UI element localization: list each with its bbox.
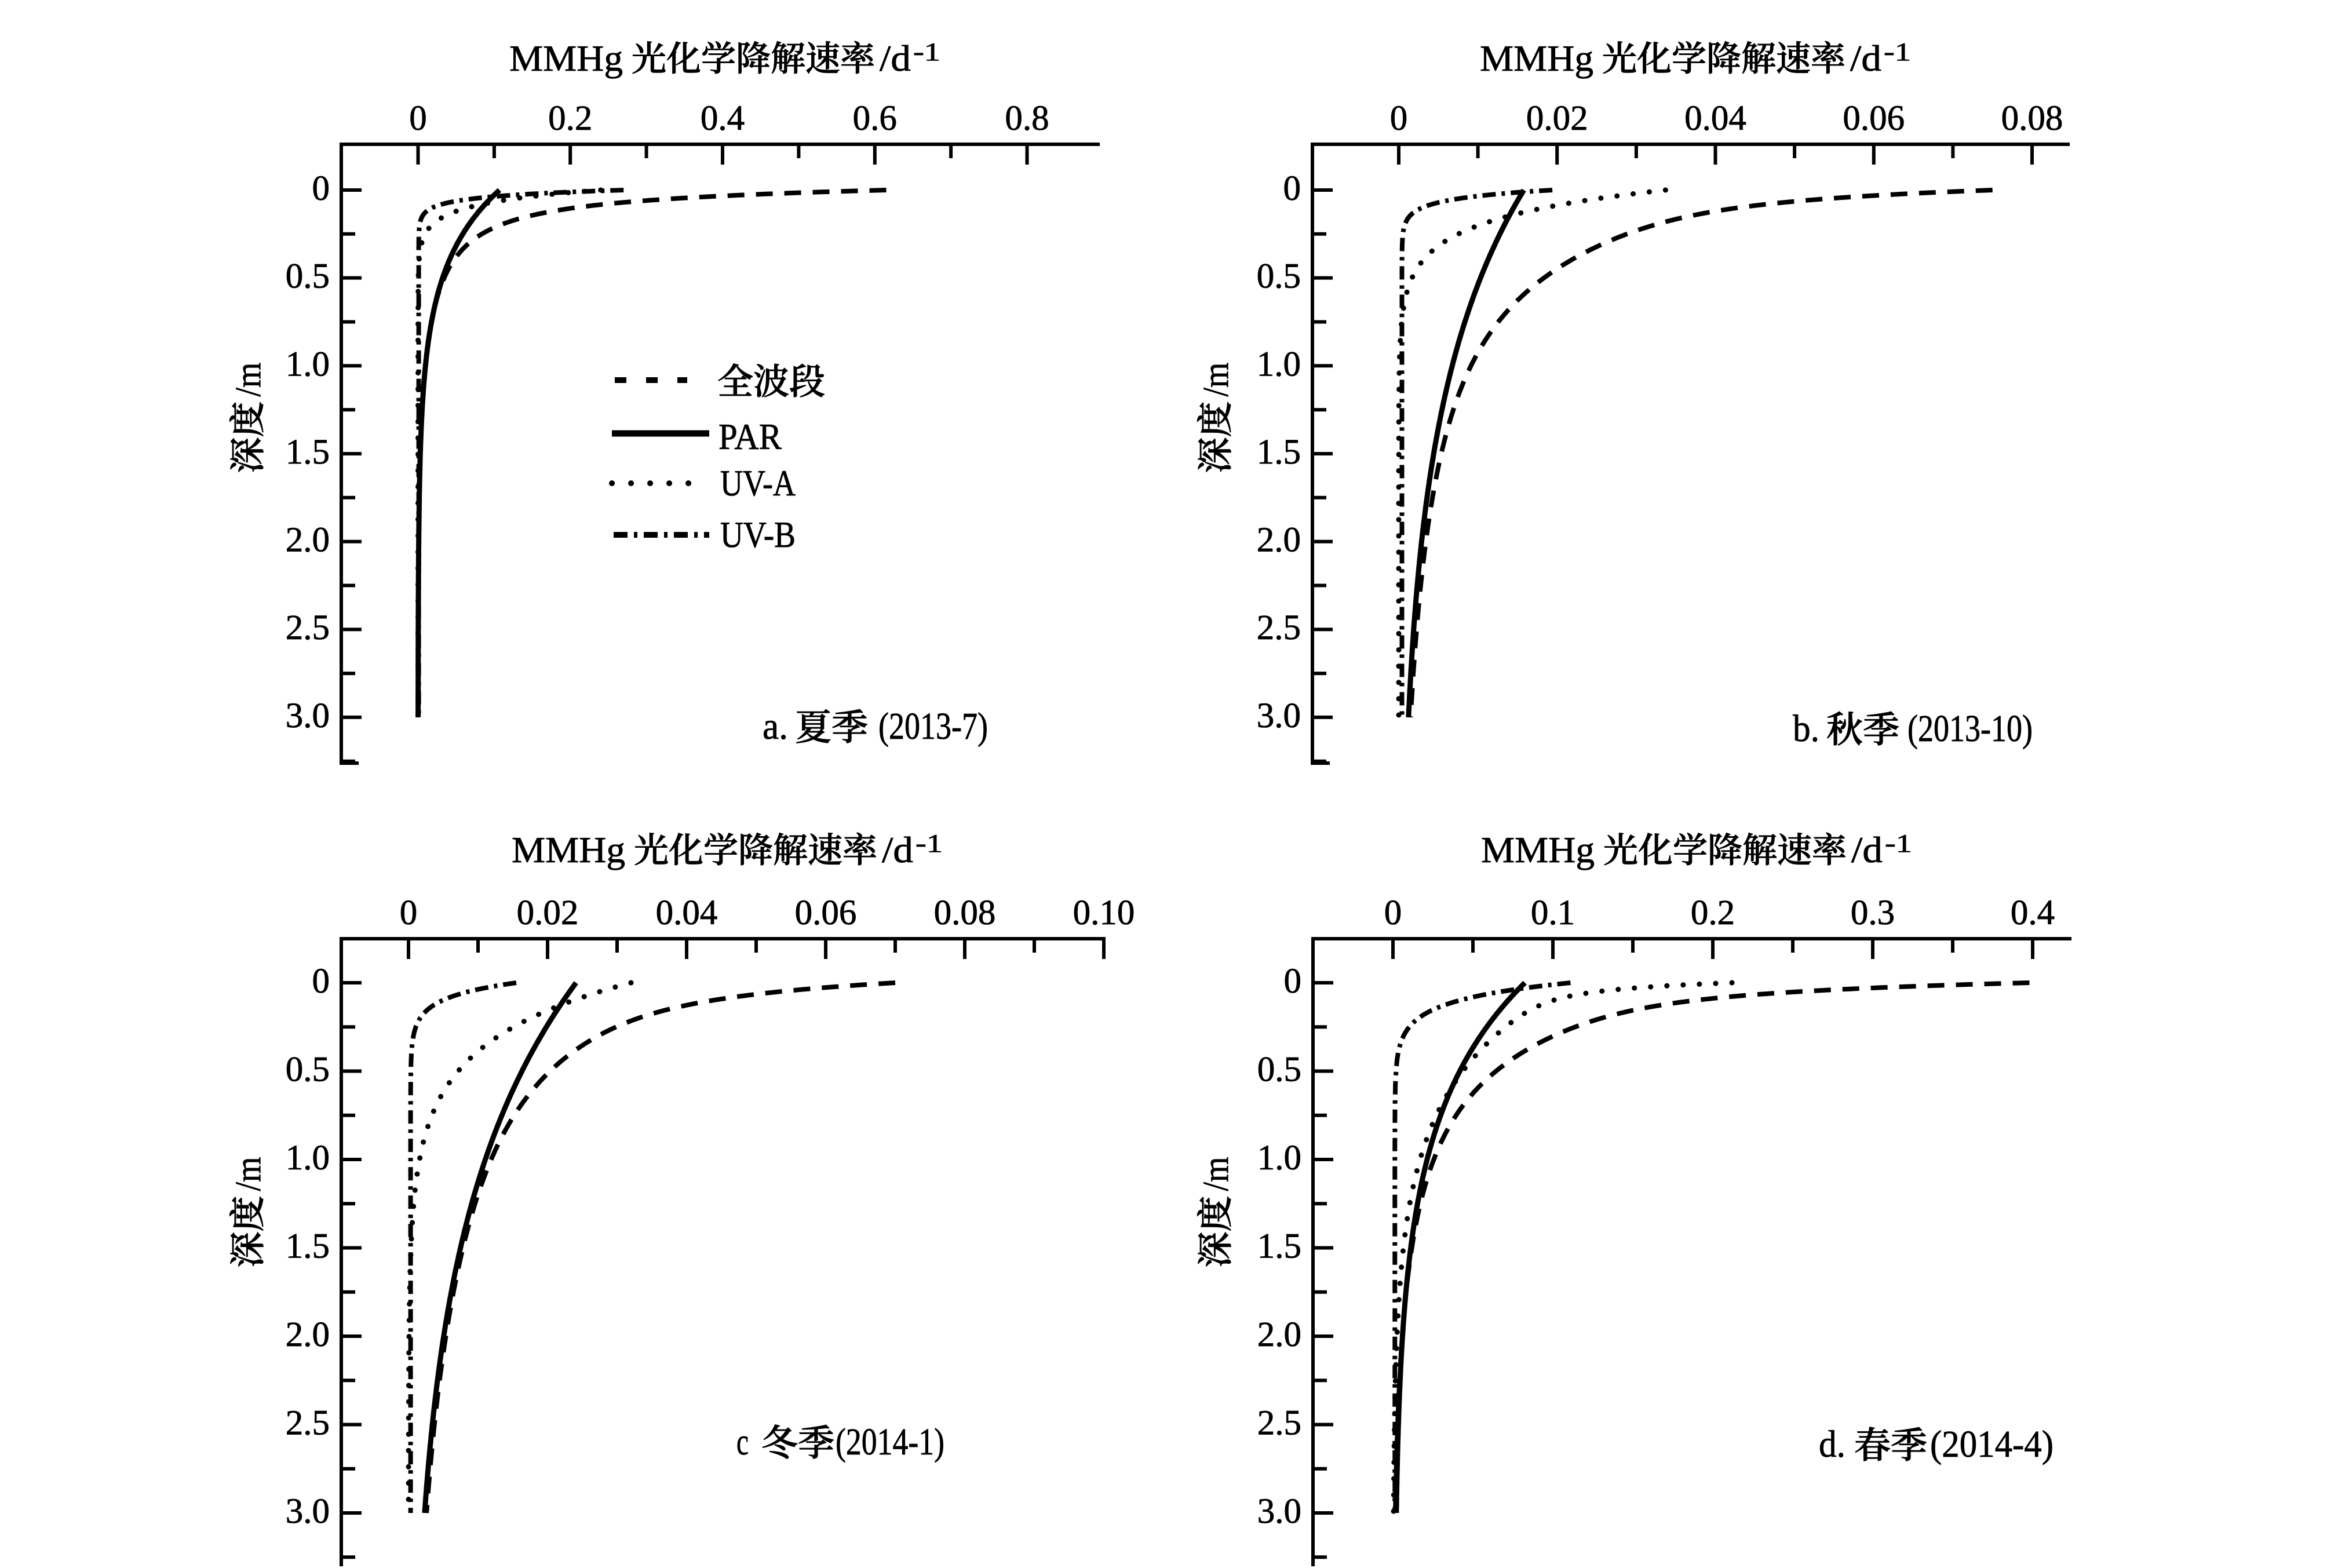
svg-text:0: 0 bbox=[1283, 169, 1301, 208]
svg-text:0.10: 0.10 bbox=[1073, 894, 1135, 932]
svg-text:d.: d. bbox=[1819, 1423, 1845, 1465]
svg-text:0.06: 0.06 bbox=[1843, 99, 1905, 138]
svg-text:/d: /d bbox=[1850, 38, 1881, 79]
svg-text:/d: /d bbox=[880, 38, 911, 79]
svg-text:0: 0 bbox=[1384, 894, 1402, 932]
svg-text:0.1: 0.1 bbox=[1531, 894, 1575, 932]
svg-text:0: 0 bbox=[312, 169, 330, 208]
svg-text:c: c bbox=[736, 1421, 749, 1463]
svg-text:0.02: 0.02 bbox=[517, 894, 579, 932]
svg-text:/d: /d bbox=[882, 829, 913, 870]
svg-text:2.5: 2.5 bbox=[286, 608, 330, 647]
svg-text:(2013-10): (2013-10) bbox=[1907, 708, 2033, 750]
svg-text:0.08: 0.08 bbox=[2001, 99, 2063, 138]
svg-text:1.5: 1.5 bbox=[286, 433, 330, 472]
svg-text:0.2: 0.2 bbox=[548, 99, 592, 138]
svg-text:0.06: 0.06 bbox=[795, 894, 857, 932]
svg-text:0.6: 0.6 bbox=[853, 99, 897, 138]
svg-text:2.5: 2.5 bbox=[1257, 1404, 1301, 1443]
svg-text:2.0: 2.0 bbox=[286, 521, 330, 560]
svg-text:1.5: 1.5 bbox=[1257, 433, 1301, 472]
svg-text:0.4: 0.4 bbox=[701, 99, 745, 138]
svg-text:0: 0 bbox=[400, 894, 418, 932]
svg-text:0.04: 0.04 bbox=[656, 894, 718, 932]
svg-text:/m: /m bbox=[1197, 363, 1236, 397]
svg-text:(2014-1): (2014-1) bbox=[836, 1421, 944, 1463]
svg-text:2.0: 2.0 bbox=[286, 1315, 330, 1354]
svg-text:0.3: 0.3 bbox=[1851, 894, 1895, 932]
svg-text:3.0: 3.0 bbox=[1257, 697, 1301, 735]
svg-text:-1: -1 bbox=[1885, 829, 1912, 858]
svg-text:MMHg: MMHg bbox=[512, 829, 625, 870]
svg-text:3.0: 3.0 bbox=[286, 1492, 330, 1531]
svg-text:0: 0 bbox=[1284, 962, 1302, 1001]
svg-text:b.: b. bbox=[1793, 708, 1819, 750]
svg-text:/m: /m bbox=[229, 363, 268, 397]
svg-text:0.8: 0.8 bbox=[1005, 99, 1049, 138]
svg-text:2.5: 2.5 bbox=[1257, 608, 1301, 647]
svg-text:1.0: 1.0 bbox=[1257, 345, 1301, 384]
svg-text:0.2: 0.2 bbox=[1691, 894, 1735, 932]
svg-text:0: 0 bbox=[312, 962, 330, 1001]
svg-text:3.0: 3.0 bbox=[1257, 1492, 1301, 1531]
svg-text:0: 0 bbox=[409, 99, 427, 138]
svg-text:a.: a. bbox=[763, 705, 788, 747]
svg-text:/d: /d bbox=[1851, 829, 1883, 870]
svg-text:0.04: 0.04 bbox=[1684, 99, 1746, 138]
svg-text:0.08: 0.08 bbox=[934, 894, 996, 932]
svg-text:0.4: 0.4 bbox=[2011, 894, 2055, 932]
svg-text:MMHg: MMHg bbox=[509, 38, 623, 79]
svg-text:3.0: 3.0 bbox=[286, 697, 330, 735]
svg-text:/m: /m bbox=[1197, 1157, 1236, 1191]
svg-text:/m: /m bbox=[229, 1157, 268, 1191]
svg-text:1.5: 1.5 bbox=[1257, 1227, 1301, 1266]
svg-text:1.0: 1.0 bbox=[1257, 1139, 1301, 1177]
svg-text:0.5: 0.5 bbox=[286, 257, 330, 296]
svg-text:2.0: 2.0 bbox=[1257, 1315, 1301, 1354]
svg-text:UV-A: UV-A bbox=[720, 462, 796, 504]
svg-text:0.5: 0.5 bbox=[1257, 1051, 1301, 1089]
svg-text:-1: -1 bbox=[916, 829, 943, 858]
svg-text:2.0: 2.0 bbox=[1257, 521, 1301, 560]
svg-text:PAR: PAR bbox=[718, 416, 782, 457]
svg-text:0.02: 0.02 bbox=[1526, 99, 1588, 138]
svg-text:-1: -1 bbox=[1884, 38, 1911, 66]
svg-text:0: 0 bbox=[1390, 99, 1408, 138]
svg-text:(2014-4): (2014-4) bbox=[1930, 1423, 2054, 1465]
svg-text:(2013-7): (2013-7) bbox=[878, 705, 988, 747]
svg-text:1.0: 1.0 bbox=[286, 1139, 330, 1177]
svg-text:-1: -1 bbox=[913, 38, 940, 66]
svg-text:2.5: 2.5 bbox=[286, 1404, 330, 1443]
svg-text:0.5: 0.5 bbox=[286, 1051, 330, 1089]
svg-text:MMHg: MMHg bbox=[1481, 829, 1595, 870]
svg-text:UV-B: UV-B bbox=[720, 514, 796, 555]
svg-text:MMHg: MMHg bbox=[1480, 38, 1593, 79]
svg-text:1.5: 1.5 bbox=[286, 1227, 330, 1266]
svg-text:0.5: 0.5 bbox=[1257, 257, 1301, 296]
svg-text:1.0: 1.0 bbox=[286, 345, 330, 384]
